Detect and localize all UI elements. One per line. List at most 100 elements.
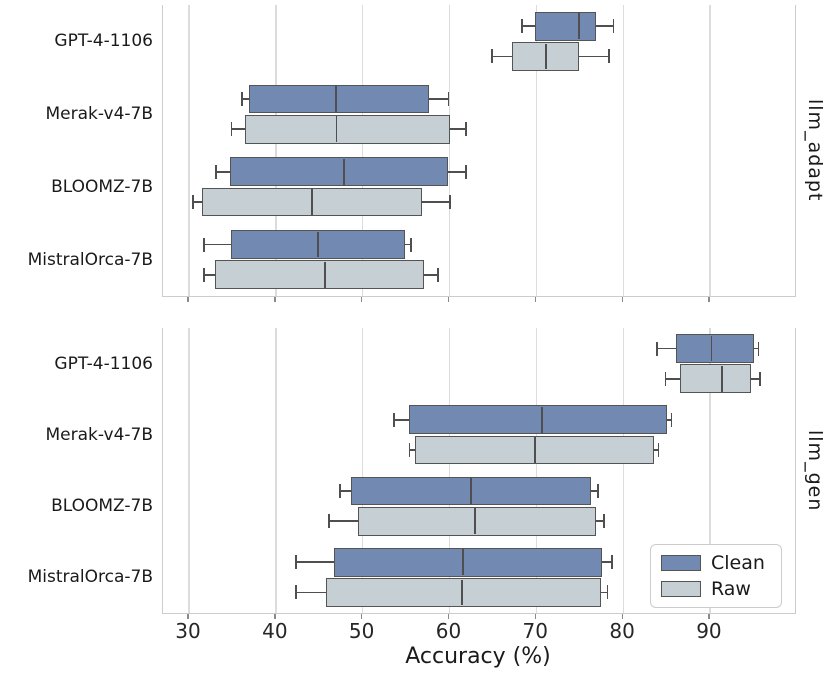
x-tick-mark — [621, 614, 623, 619]
legend-item-clean: Clean — [661, 553, 771, 573]
x-tick-mark — [274, 614, 276, 619]
x-tick-label: 40 — [262, 619, 288, 643]
box-clean-MistralOrca-7B — [333, 547, 603, 577]
median-line — [534, 437, 537, 463]
gridline — [448, 328, 451, 613]
legend-swatch-clean — [661, 555, 701, 571]
box-raw-BLOOMZ-7B — [358, 506, 597, 536]
median-line — [343, 158, 346, 185]
whisker-line-low — [295, 561, 334, 564]
whisker-line-high — [654, 449, 659, 451]
facet-label-llm_gen: llm_gen — [804, 429, 826, 512]
whisker-cap-high — [757, 341, 760, 356]
gridline — [535, 5, 537, 296]
whisker-line-high — [596, 25, 614, 28]
whisker-line-high — [667, 418, 672, 421]
x-tick-mark — [274, 297, 276, 302]
gridline — [362, 5, 364, 296]
x-tick-label: 70 — [522, 619, 548, 643]
median-line — [470, 478, 472, 504]
whisker-line-high — [448, 170, 466, 173]
whisker-line-low — [522, 25, 536, 28]
whisker-line-high — [428, 98, 449, 100]
whisker-line-high — [405, 243, 412, 246]
whisker-cap-high — [603, 514, 605, 529]
whisker-line-high — [422, 201, 451, 203]
whisker-cap-low — [339, 484, 341, 499]
facet-label-llm_adapt: llm_adapt — [804, 99, 826, 202]
box-raw-Merak-v4-7B — [245, 114, 451, 144]
whisker-cap-high — [437, 267, 439, 282]
gridline — [709, 5, 711, 296]
legend-item-raw: Raw — [661, 579, 771, 599]
whisker-cap-low — [294, 555, 297, 570]
gridline — [362, 328, 364, 613]
x-tick-label: 30 — [175, 619, 201, 643]
whisker-cap-high — [410, 237, 412, 252]
whisker-line-high — [450, 128, 466, 131]
box-raw-MistralOrca-7B — [214, 260, 425, 290]
box-raw-GPT-4-1106 — [680, 364, 752, 394]
whisker-cap-low — [214, 164, 217, 179]
whisker-cap-high — [596, 484, 599, 499]
whisker-line-low — [203, 273, 215, 276]
median-line — [474, 508, 477, 535]
box-raw-MistralOrca-7B — [326, 578, 602, 607]
box-clean-GPT-4-1106 — [675, 334, 755, 363]
x-tick-mark — [187, 614, 189, 619]
whisker-line-low — [295, 591, 327, 594]
category-label: BLOOMZ-7B — [51, 176, 153, 197]
x-tick-mark — [361, 614, 363, 619]
box-clean-BLOOMZ-7B — [229, 157, 449, 187]
gridline — [622, 328, 624, 613]
whisker-cap-low — [202, 237, 205, 252]
whisker-cap-high — [608, 49, 610, 64]
x-tick-label: 50 — [348, 619, 375, 643]
x-tick-label: 60 — [435, 619, 462, 643]
whisker-cap-low — [664, 371, 667, 386]
median-line — [577, 13, 580, 40]
median-line — [541, 406, 544, 433]
category-label: GPT-4-1106 — [54, 31, 153, 52]
whisker-line-low — [656, 347, 676, 350]
whisker-line-high — [601, 591, 608, 594]
x-tick-mark — [534, 297, 536, 302]
whisker-line-low — [409, 449, 415, 451]
x-tick-mark — [361, 297, 363, 302]
whisker-line-high — [596, 520, 604, 523]
whisker-cap-low — [655, 341, 658, 356]
whisker-cap-low — [230, 122, 233, 137]
legend-label-clean: Clean — [711, 552, 765, 574]
median-line — [324, 261, 327, 288]
whisker-line-high — [602, 561, 612, 564]
box-clean-GPT-4-1106 — [535, 11, 597, 41]
category-label: BLOOMZ-7B — [51, 496, 153, 517]
box-clean-Merak-v4-7B — [408, 405, 668, 435]
whisker-cap-low — [192, 194, 195, 209]
whisker-cap-low — [491, 49, 493, 64]
whisker-line-low — [665, 377, 681, 380]
gridline — [188, 5, 190, 296]
gridline — [622, 5, 624, 296]
whisker-line-high — [578, 55, 610, 58]
whisker-cap-low — [392, 412, 395, 427]
x-tick-mark — [708, 297, 710, 302]
whisker-line-high — [754, 347, 759, 350]
x-tick-label: 90 — [696, 619, 722, 643]
median-line — [710, 335, 713, 362]
whisker-cap-high — [610, 555, 613, 570]
whisker-cap-high — [447, 92, 450, 107]
whisker-cap-low — [202, 267, 205, 282]
category-label: MistralOrca-7B — [27, 249, 153, 270]
median-line — [317, 231, 320, 258]
median-line — [311, 189, 314, 215]
category-label: Merak-v4-7B — [45, 104, 153, 125]
gridline — [275, 5, 277, 296]
median-line — [335, 116, 338, 143]
whisker-cap-high — [657, 442, 660, 457]
median-line — [544, 43, 547, 70]
whisker-line-low — [491, 55, 512, 58]
median-line — [334, 86, 337, 112]
whisker-cap-high — [606, 585, 609, 600]
